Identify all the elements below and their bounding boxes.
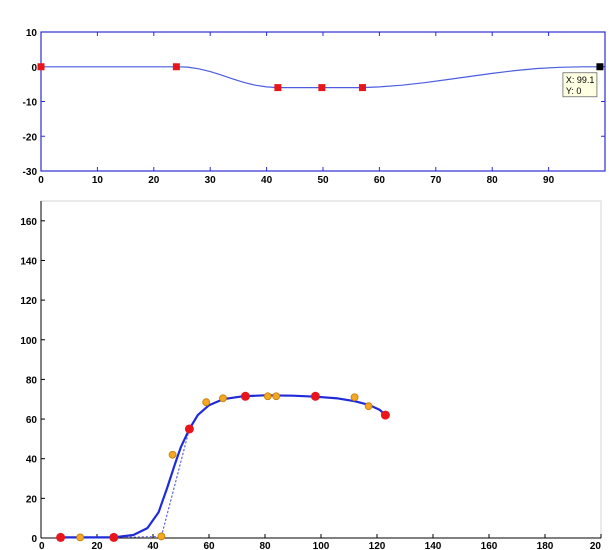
top-x-tick-label: 70 xyxy=(430,175,442,186)
bottom-guide-line xyxy=(160,428,190,537)
bottom-knot-point xyxy=(184,424,194,434)
bottom-axes-box xyxy=(40,200,602,539)
top-x-tick-label: 20 xyxy=(148,175,160,186)
bottom-x-tick-label: 20 xyxy=(91,541,103,550)
bottom-handle-point xyxy=(350,393,359,402)
bottom-knot-point xyxy=(56,532,66,542)
bottom-handle-point xyxy=(263,392,272,401)
top-y-tick-label: -10 xyxy=(23,98,38,109)
top-line-chart: 100-10-20-300 10 20 30 40 50 60 70 80 90X: 99.1Y:… xyxy=(23,28,606,186)
top-y-tick-label: 0 xyxy=(31,63,37,74)
top-selected-point xyxy=(596,63,604,71)
bottom-knot-point xyxy=(310,391,320,401)
top-x-tick-label: 90 xyxy=(543,175,555,186)
top-y-tick-label: -30 xyxy=(23,167,38,178)
top-x-tick-label: 60 xyxy=(374,175,386,186)
top-x-tick-label: 40 xyxy=(261,175,273,186)
bottom-knot-point xyxy=(380,410,390,420)
bottom-y-tick-label: 160 xyxy=(20,217,37,228)
bottom-y-tick-label: 140 xyxy=(20,256,37,267)
top-x-tick-label: 10 xyxy=(92,175,104,186)
top-control-point xyxy=(37,63,45,71)
bottom-handle-point xyxy=(364,402,373,411)
top-control-point xyxy=(358,84,366,92)
bottom-handle-point xyxy=(219,394,227,403)
top-datatip-y: Y: 0 xyxy=(566,86,582,96)
top-y-tick-label: 10 xyxy=(26,28,38,39)
top-y-tick-label: -20 xyxy=(23,132,38,143)
bottom-knot-point xyxy=(240,391,250,401)
top-x-tick-label: 30 xyxy=(205,175,217,186)
top-control-point xyxy=(172,63,180,71)
bottom-y-tick-label: 100 xyxy=(20,336,37,347)
bottom-handle-point xyxy=(168,450,177,459)
bottom-x-tick-label: 140 xyxy=(425,541,442,550)
top-x-tick-label: 50 xyxy=(317,175,329,186)
top-axes-box xyxy=(40,31,606,172)
bottom-x-tick-label: 80 xyxy=(259,541,271,550)
top-x-tick-label: 0 xyxy=(38,175,44,186)
top-datatip: X: 99.1Y: 0 xyxy=(562,72,598,98)
bottom-handle-point xyxy=(157,532,166,541)
bottom-y-tick-label: 20 xyxy=(26,494,38,505)
top-control-point xyxy=(274,84,282,92)
bottom-curve-chart: 0 20 40 60 80 100 120 140 160 0 20 40 60 80 100 120 140 1… xyxy=(20,200,602,550)
bottom-y-tick-label: 40 xyxy=(26,455,38,466)
bottom-handle-point xyxy=(76,533,85,542)
bottom-handle-point xyxy=(272,392,281,401)
top-control-point xyxy=(318,84,326,92)
bottom-x-tick-label: 20 xyxy=(590,541,602,550)
bottom-knot-point xyxy=(109,532,119,542)
bottom-series-curve xyxy=(60,394,387,539)
bottom-x-tick-label: 180 xyxy=(537,541,554,550)
bottom-x-tick-label: 40 xyxy=(147,541,159,550)
bottom-x-tick-label: 60 xyxy=(203,541,215,550)
bottom-handle-point xyxy=(202,398,211,407)
bottom-x-tick-label: 160 xyxy=(481,541,498,550)
bottom-y-tick-label: 80 xyxy=(26,375,38,386)
bottom-x-tick-label: 120 xyxy=(369,541,386,550)
bottom-y-tick-label: 120 xyxy=(20,296,37,307)
top-datatip-box xyxy=(562,72,598,98)
bottom-y-tick-label: 60 xyxy=(26,415,38,426)
top-x-tick-label: 80 xyxy=(487,175,499,186)
bottom-y-tick-label: 0 xyxy=(31,534,37,545)
top-datatip-x: X: 99.1 xyxy=(566,75,595,85)
bottom-x-tick-label: 100 xyxy=(313,541,330,550)
bottom-x-tick-label: 0 xyxy=(39,541,45,550)
